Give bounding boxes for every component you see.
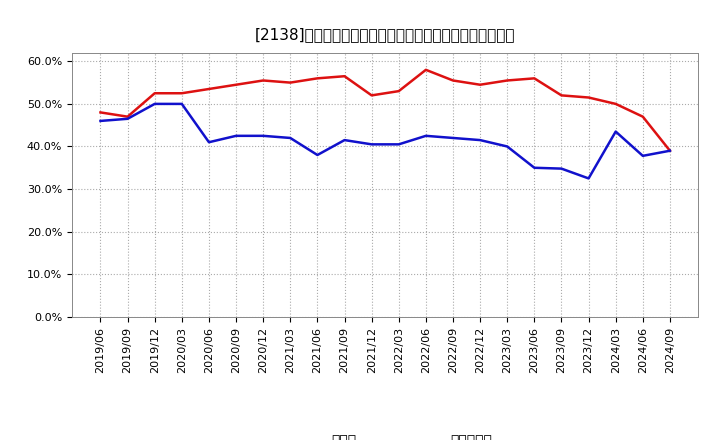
有利子負債 <box>503 144 511 149</box>
Line: 有利子負債: 有利子負債 <box>101 104 670 178</box>
有利子負債 <box>421 133 430 139</box>
現預金 <box>96 110 105 115</box>
有利子負債 <box>557 166 566 171</box>
現預金 <box>367 93 376 98</box>
有利子負債 <box>178 101 186 106</box>
現預金 <box>123 114 132 119</box>
現預金 <box>286 80 294 85</box>
有利子負債 <box>530 165 539 170</box>
現預金 <box>449 78 457 83</box>
現預金 <box>611 101 620 106</box>
現預金 <box>639 114 647 119</box>
有利子負債 <box>259 133 268 139</box>
現預金 <box>503 78 511 83</box>
有利子負債 <box>639 153 647 158</box>
有利子負債 <box>395 142 403 147</box>
有利子負債 <box>584 176 593 181</box>
現預金 <box>204 86 213 92</box>
有利子負債 <box>96 118 105 124</box>
現預金 <box>584 95 593 100</box>
現預金 <box>665 148 674 154</box>
現預金 <box>421 67 430 73</box>
現預金 <box>232 82 240 88</box>
有利子負債 <box>313 152 322 158</box>
有利子負債 <box>665 148 674 154</box>
現預金 <box>178 91 186 96</box>
現預金 <box>341 73 349 79</box>
有利子負債 <box>286 136 294 141</box>
有利子負債 <box>476 137 485 143</box>
Line: 現預金: 現預金 <box>101 70 670 151</box>
有利子負債 <box>449 136 457 141</box>
現預金 <box>259 78 268 83</box>
現預金 <box>150 91 159 96</box>
現預金 <box>313 76 322 81</box>
現預金 <box>395 88 403 94</box>
有利子負債 <box>341 137 349 143</box>
有利子負債 <box>611 129 620 134</box>
有利子負債 <box>204 139 213 145</box>
Legend: 現預金, 有利子負債: 現預金, 有利子負債 <box>278 435 492 440</box>
現預金 <box>557 93 566 98</box>
有利子負債 <box>123 116 132 121</box>
Title: [2138]　現預金、有利子負債の総資産に対する比率の推移: [2138] 現預金、有利子負債の総資産に対する比率の推移 <box>255 27 516 42</box>
現預金 <box>476 82 485 88</box>
有利子負債 <box>150 101 159 106</box>
有利子負債 <box>232 133 240 139</box>
現預金 <box>530 76 539 81</box>
有利子負債 <box>367 142 376 147</box>
